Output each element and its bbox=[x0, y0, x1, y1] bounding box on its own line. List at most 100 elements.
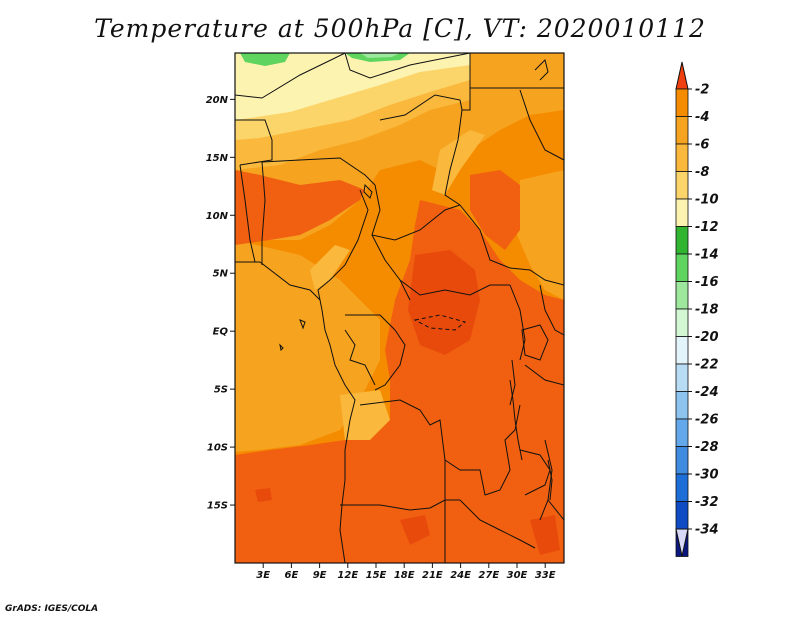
lon-tick-label: 27E bbox=[478, 570, 499, 581]
colorbar-segment bbox=[675, 253, 689, 282]
border-drc-rwanda bbox=[509, 359, 516, 406]
colorbar-segment bbox=[675, 336, 689, 365]
field-band-minus2-main bbox=[235, 200, 564, 563]
lon-tick-label: 18E bbox=[394, 570, 415, 581]
colorbar-segment bbox=[675, 171, 689, 200]
lon-tick-label: 15E bbox=[366, 570, 387, 581]
colorbar-segment bbox=[675, 143, 689, 172]
border-benin-nigeria bbox=[261, 161, 266, 265]
border-niger-chad bbox=[379, 94, 463, 121]
field-band-minus12 bbox=[235, 53, 470, 120]
colorbar-segment bbox=[675, 391, 689, 420]
colorbar-label: -8 bbox=[695, 165, 709, 180]
lat-tick-label: 15N bbox=[206, 153, 229, 164]
field-band-warm-se bbox=[530, 515, 560, 555]
border-cameroon-gabon bbox=[345, 314, 396, 331]
coastline-west-africa bbox=[235, 261, 321, 301]
colorbar-label: -12 bbox=[695, 220, 719, 235]
field-band-minus8-streak bbox=[432, 130, 485, 195]
country-borders bbox=[235, 53, 564, 563]
colorbar-segment bbox=[675, 116, 689, 145]
lake-malawi bbox=[547, 459, 553, 501]
field-band-minus16-n bbox=[360, 53, 400, 58]
colorbar-label: -22 bbox=[695, 358, 719, 373]
colorbar-segment bbox=[675, 88, 689, 117]
border-algeria-niger bbox=[235, 53, 346, 99]
colorbar-label: -2 bbox=[695, 83, 709, 98]
colorbar-label: -28 bbox=[695, 440, 719, 455]
colorbar-label: -26 bbox=[695, 413, 719, 428]
colorbar-label: -14 bbox=[695, 248, 719, 263]
field-band-minus2-central bbox=[235, 170, 365, 245]
field-band-minus14-nw bbox=[240, 53, 290, 66]
map-title: Temperature at 500hPa [C], VT: 202001011… bbox=[94, 14, 706, 43]
colorbar-segment bbox=[675, 308, 689, 337]
border-gabon-congo bbox=[344, 329, 376, 386]
colorbar-label: -32 bbox=[695, 495, 719, 510]
island-sao-tome bbox=[279, 343, 284, 352]
lat-tick-label: 5S bbox=[214, 385, 228, 396]
grads-credit: GrADS: IGES/COLA bbox=[5, 604, 99, 614]
colorbar-label: -4 bbox=[695, 110, 709, 125]
border-mali-niger bbox=[235, 119, 273, 166]
temperature-field bbox=[235, 53, 564, 563]
field-band-warm-south2 bbox=[255, 488, 272, 502]
border-tanzania bbox=[524, 364, 564, 386]
border-nigeria-cameroon bbox=[317, 189, 369, 291]
colorbar: -2 -4 -6 -8 -10 -12 -14 -16 -18 -20 -22 -24 -26 -28 -3… bbox=[675, 61, 719, 557]
lake-tanganyika bbox=[509, 379, 523, 461]
border-angola-namibia bbox=[340, 499, 460, 511]
border-congo-drc bbox=[374, 329, 406, 391]
lon-tick-label: 24E bbox=[450, 570, 471, 581]
border-malawi bbox=[539, 439, 553, 521]
lat-tick-label: 15S bbox=[207, 501, 228, 512]
border-drc-uganda bbox=[509, 284, 526, 361]
lon-tick-label: 6E bbox=[285, 570, 299, 581]
colorbar-segment bbox=[675, 363, 689, 392]
lake-victoria bbox=[521, 324, 549, 361]
lat-tick-label: 20N bbox=[206, 95, 229, 106]
latitude-axis: 20N 15N 10N 5N EQ 5S 10S 15S bbox=[206, 95, 235, 512]
lat-tick-label: 5N bbox=[213, 269, 229, 280]
field-band-warm-south1 bbox=[400, 515, 430, 545]
colorbar-segment bbox=[675, 418, 689, 447]
field-band-minus6-east bbox=[515, 170, 564, 300]
border-zambia-south bbox=[459, 499, 536, 549]
border-car-sudan bbox=[459, 204, 511, 269]
field-band-warm-core bbox=[408, 250, 480, 355]
colorbar-label: -20 bbox=[695, 330, 719, 345]
colorbar-bottom-arrow bbox=[675, 528, 689, 557]
border-sudan-ethiopia bbox=[519, 89, 564, 161]
border-niger-nigeria bbox=[261, 157, 376, 186]
coastline-gulf bbox=[317, 289, 356, 563]
colorbar-label: -30 bbox=[695, 468, 719, 483]
border-chad-south bbox=[371, 184, 461, 241]
border-togo bbox=[239, 164, 256, 263]
lon-tick-label: 21E bbox=[422, 570, 443, 581]
colorbar-segment bbox=[675, 281, 689, 310]
colorbar-label: -10 bbox=[695, 193, 719, 208]
colorbar-segment bbox=[675, 226, 689, 255]
lake-chad bbox=[363, 183, 373, 199]
lat-tick-label: EQ bbox=[213, 327, 229, 338]
colorbar-segment bbox=[675, 501, 689, 530]
colorbar-segment bbox=[675, 198, 689, 227]
border-uganda-kenya bbox=[539, 284, 564, 336]
lon-tick-label: 3E bbox=[256, 570, 270, 581]
colorbar-label: -24 bbox=[695, 385, 719, 400]
border-cameroon-car bbox=[371, 234, 411, 301]
longitude-axis: 3E 6E 9E 12E 15E 18E 21E 24E 27E 30E 33E bbox=[256, 563, 556, 581]
border-mozambique bbox=[547, 499, 564, 521]
border-car-congo bbox=[399, 279, 510, 296]
colorbar-label: -6 bbox=[695, 138, 709, 153]
dashed-contour bbox=[413, 314, 467, 331]
red-sea-coast bbox=[534, 59, 549, 81]
colorbar-label: -18 bbox=[695, 303, 719, 318]
map-frame bbox=[234, 52, 565, 564]
colorbar-top-arrow bbox=[675, 61, 689, 90]
colorbar-segment bbox=[675, 446, 689, 475]
border-libya-chad bbox=[344, 53, 471, 79]
border-chad-sudan bbox=[444, 109, 463, 206]
lon-tick-label: 30E bbox=[507, 570, 528, 581]
